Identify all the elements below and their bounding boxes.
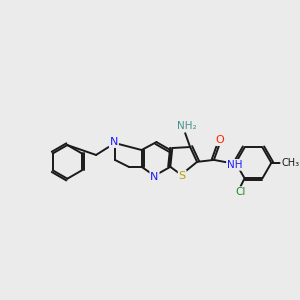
- Text: N: N: [110, 137, 118, 147]
- Text: NH: NH: [227, 160, 242, 170]
- Text: S: S: [178, 171, 186, 181]
- Text: Cl: Cl: [236, 187, 246, 197]
- Text: O: O: [215, 135, 224, 145]
- Text: N: N: [150, 172, 159, 182]
- Text: CH₃: CH₃: [281, 158, 299, 168]
- Text: NH₂: NH₂: [177, 121, 197, 131]
